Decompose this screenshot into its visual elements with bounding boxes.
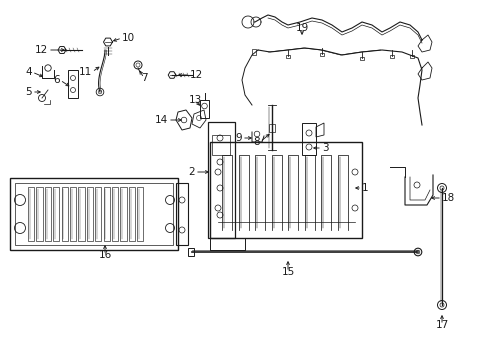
Text: 13: 13 <box>188 95 201 105</box>
Bar <box>320 53 324 55</box>
Text: 15: 15 <box>281 267 294 277</box>
Bar <box>129 187 135 241</box>
Bar <box>286 55 290 58</box>
Bar <box>188 248 194 256</box>
Bar <box>121 187 126 241</box>
Bar <box>200 100 209 118</box>
Bar <box>137 187 144 241</box>
Bar <box>15 183 173 245</box>
Bar <box>62 187 68 241</box>
Text: 16: 16 <box>98 250 112 260</box>
Bar <box>53 187 59 241</box>
Text: 8: 8 <box>253 137 260 147</box>
Text: 5: 5 <box>25 87 32 97</box>
Text: 1: 1 <box>362 183 368 193</box>
Bar <box>112 187 118 241</box>
Bar <box>28 187 34 241</box>
Text: 10: 10 <box>122 33 135 43</box>
Bar <box>36 187 43 241</box>
Text: 2: 2 <box>188 167 195 177</box>
Text: 11: 11 <box>79 67 92 77</box>
Text: 6: 6 <box>53 75 60 85</box>
Text: 9: 9 <box>235 133 242 143</box>
Polygon shape <box>103 38 113 46</box>
Bar <box>45 187 51 241</box>
Bar <box>252 49 256 55</box>
Bar <box>360 57 364 59</box>
Text: 12: 12 <box>35 45 48 55</box>
Text: 7: 7 <box>141 73 147 83</box>
Bar <box>302 123 316 155</box>
Bar <box>390 55 394 58</box>
Text: 3: 3 <box>322 143 329 153</box>
Bar <box>212 135 230 155</box>
Bar <box>176 183 188 245</box>
Bar <box>68 70 78 98</box>
Bar <box>103 187 110 241</box>
Bar <box>87 187 93 241</box>
Polygon shape <box>58 46 66 54</box>
Text: 4: 4 <box>25 67 32 77</box>
Text: 17: 17 <box>436 320 449 330</box>
Bar <box>410 55 414 58</box>
Text: 19: 19 <box>295 23 309 33</box>
Bar <box>95 187 101 241</box>
Text: 14: 14 <box>155 115 168 125</box>
Polygon shape <box>168 72 176 78</box>
Text: 18: 18 <box>442 193 455 203</box>
Bar <box>10 178 178 250</box>
Bar <box>70 187 76 241</box>
Text: 12: 12 <box>190 70 203 80</box>
Bar <box>269 124 275 132</box>
Bar <box>78 187 85 241</box>
